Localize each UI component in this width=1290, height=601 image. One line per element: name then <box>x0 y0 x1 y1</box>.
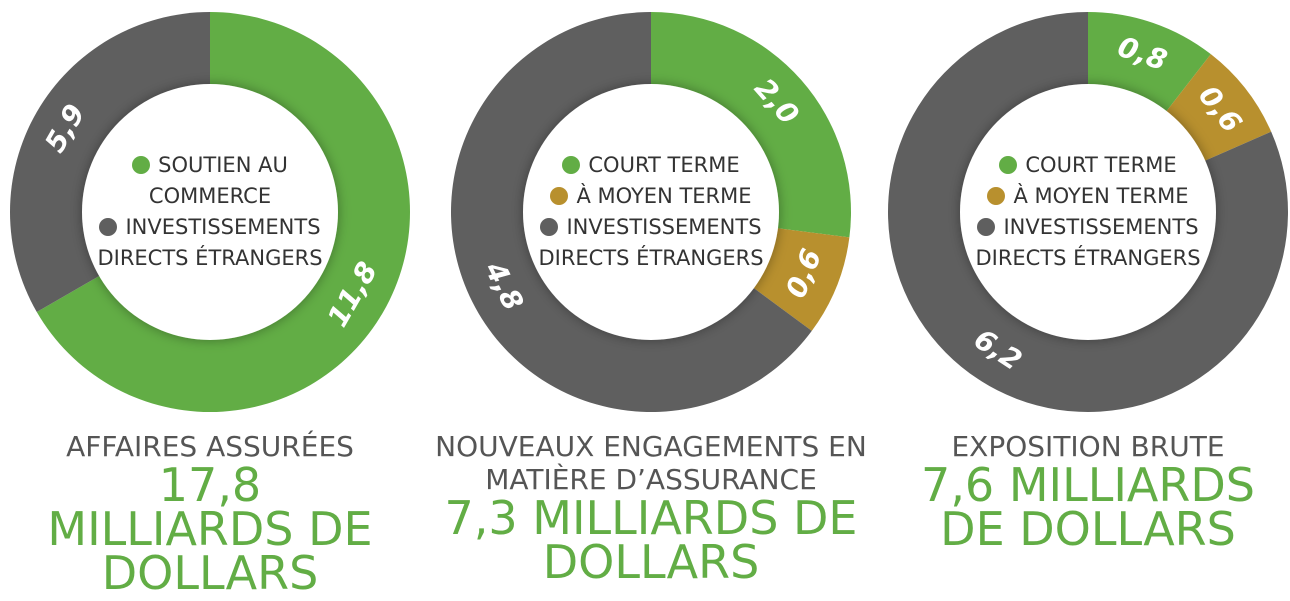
legend-dot <box>99 218 118 236</box>
legend-label: INVESTISSEMENTS DIRECTS ÉTRANGERS <box>538 215 764 270</box>
legend-dot <box>977 218 996 236</box>
caption: EXPOSITION BRUTE 7,6 MILLIARDS DE DOLLARS <box>918 430 1258 556</box>
legend: COURT TERME À MOYEN TERME INVESTISSEMENTS … <box>968 150 1208 274</box>
chart-total: 17,8 MILLIARDS DE DOLLARS <box>47 458 373 600</box>
caption: NOUVEAUX ENGAGEMENTS EN MATIÈRE D’ASSURA… <box>431 430 871 589</box>
legend-entry: SOUTIEN AU COMMERCE <box>90 150 330 212</box>
legend-label: INVESTISSEMENTS DIRECTS ÉTRANGERS <box>97 215 323 270</box>
legend: SOUTIEN AU COMMERCE INVESTISSEMENTS DIREC… <box>90 150 330 274</box>
legend-label: SOUTIEN AU COMMERCE <box>148 153 288 208</box>
legend-dot <box>562 156 581 174</box>
chart-total: 7,6 MILLIARDS DE DOLLARS <box>921 458 1255 556</box>
legend-entry: INVESTISSEMENTS DIRECTS ÉTRANGERS <box>968 212 1208 274</box>
legend: COURT TERME À MOYEN TERME INVESTISSEMENTS … <box>531 150 771 274</box>
legend-label: INVESTISSEMENTS DIRECTS ÉTRANGERS <box>975 215 1201 270</box>
legend-entry: INVESTISSEMENTS DIRECTS ÉTRANGERS <box>90 212 330 274</box>
donut-hole <box>82 84 338 340</box>
legend-label: COURT TERME <box>1025 153 1177 177</box>
legend-dot <box>550 187 569 205</box>
donut-hole <box>960 84 1216 340</box>
legend-label: À MOYEN TERME <box>1013 184 1189 208</box>
chart-title: AFFAIRES ASSURÉES <box>66 430 354 463</box>
legend-dot <box>999 156 1018 174</box>
legend-dot <box>540 218 559 236</box>
legend-label: À MOYEN TERME <box>576 184 752 208</box>
legend-entry: À MOYEN TERME <box>531 181 771 212</box>
legend-label: COURT TERME <box>588 153 740 177</box>
legend-dot <box>132 156 151 174</box>
donut-hole <box>523 84 779 340</box>
chart-title: NOUVEAUX ENGAGEMENTS EN MATIÈRE D’ASSURA… <box>435 430 867 496</box>
chart-total: 7,3 MILLIARDS DE DOLLARS <box>444 491 858 589</box>
chart-title: EXPOSITION BRUTE <box>951 430 1225 463</box>
caption: AFFAIRES ASSURÉES 17,8 MILLIARDS DE DOLLA… <box>40 430 380 600</box>
legend-entry: COURT TERME <box>968 150 1208 181</box>
legend-entry: INVESTISSEMENTS DIRECTS ÉTRANGERS <box>531 212 771 274</box>
legend-entry: À MOYEN TERME <box>968 181 1208 212</box>
legend-dot <box>987 187 1006 205</box>
legend-entry: COURT TERME <box>531 150 771 181</box>
